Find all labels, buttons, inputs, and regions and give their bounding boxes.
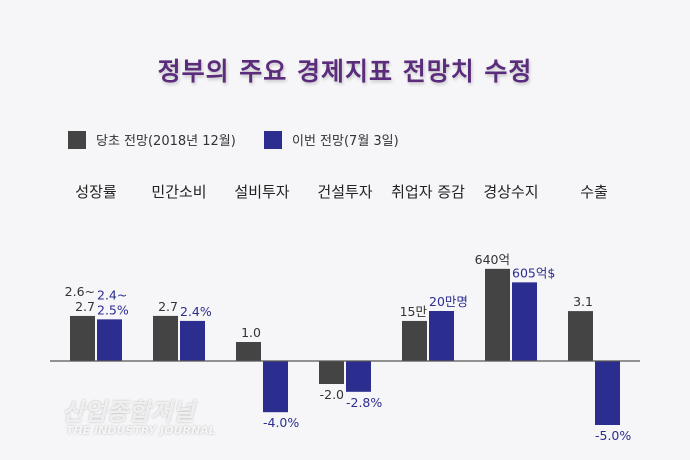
data-label: 3.1	[573, 294, 593, 309]
legend-swatch-gray	[68, 130, 86, 149]
bar	[568, 311, 593, 361]
data-label: 2.4~ 2.5%	[97, 287, 129, 317]
category-label: 건설투자	[317, 183, 373, 201]
category-label: 설비투자	[234, 183, 290, 201]
data-label: 2.4%	[180, 304, 212, 319]
category-label: 수출	[580, 183, 608, 201]
bar	[319, 361, 344, 384]
data-label: 2.6~ 2.7	[65, 284, 95, 314]
bar	[180, 320, 205, 361]
chart-title: 정부의 주요 경제지표 전망치 수정	[157, 57, 533, 86]
watermark-logo: 산업종합저널	[62, 398, 195, 426]
legend-item-revised: 이번 전망(7월 3일)	[264, 130, 399, 149]
data-label: 2.7	[158, 299, 178, 314]
bar	[485, 268, 510, 361]
watermark-logo-sub: THE INDUSTRY JOURNAL	[66, 424, 216, 437]
category-label: 민간소비	[151, 183, 207, 201]
bar	[263, 361, 288, 413]
category-label: 취업자 증감	[391, 183, 465, 201]
bar	[97, 319, 122, 361]
data-label: -2.0	[320, 387, 344, 402]
data-label: 1.0	[241, 325, 261, 340]
bar	[429, 311, 454, 361]
bar	[236, 342, 261, 361]
data-label: -4.0%	[263, 415, 299, 430]
data-label: 605억$	[512, 265, 555, 280]
bar	[346, 361, 371, 392]
data-label: 15만	[400, 304, 428, 319]
legend-label: 이번 전망(7월 3일)	[292, 134, 399, 149]
bar	[153, 315, 178, 361]
bar	[70, 315, 95, 361]
legend-label: 당초 전망(2018년 12월)	[96, 134, 236, 149]
data-label: 640억	[475, 252, 510, 267]
data-label: -2.8%	[346, 395, 382, 410]
bar	[402, 320, 427, 361]
category-label: 성장률	[75, 183, 117, 201]
legend-swatch-blue	[264, 130, 282, 149]
category-label: 경상수지	[483, 183, 539, 201]
bar	[595, 361, 620, 425]
data-label: 20만명	[429, 294, 468, 309]
bar	[512, 282, 537, 361]
legend-item-original: 당초 전망(2018년 12월)	[68, 130, 236, 149]
data-label: -5.0%	[595, 428, 631, 443]
